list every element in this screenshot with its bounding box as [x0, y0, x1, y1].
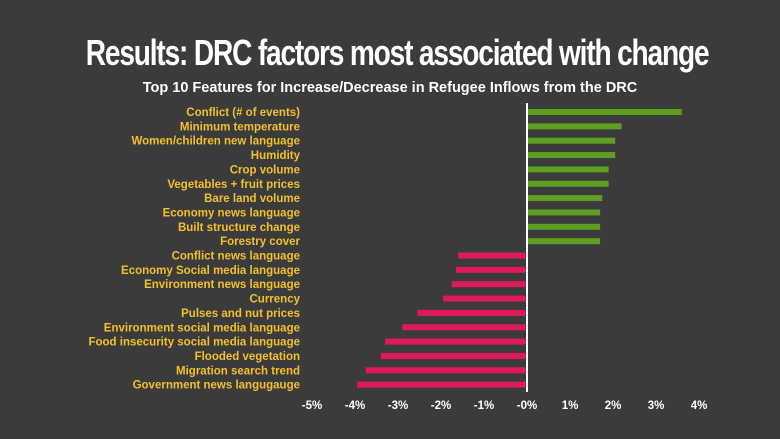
bar-10 [527, 238, 601, 245]
x-tick-label-5: -1% [474, 400, 494, 412]
bar-4 [527, 152, 616, 159]
category-label-5: Crop volume [230, 164, 300, 176]
bar-19 [365, 367, 527, 374]
bar-11 [458, 252, 527, 259]
category-label-18: Flooded vegetation [195, 351, 300, 363]
bar-15 [417, 309, 527, 316]
x-tick-label-8: 2% [605, 400, 622, 412]
x-tick-label-9: 3% [648, 400, 665, 412]
x-tick-label-10: 4% [691, 400, 708, 412]
x-tick-label-1: -5% [302, 400, 322, 412]
category-label-3: Women/children new language [132, 136, 300, 148]
x-tick-labels-group: -5% -4% -3% -2% -1% -0% 1% 2% 3% 4% [302, 400, 708, 412]
bar-20 [357, 381, 527, 388]
x-tick-label-4: -2% [431, 400, 451, 412]
category-label-9: Built structure change [178, 222, 300, 234]
bar-14 [443, 295, 527, 302]
bar-9 [527, 223, 601, 230]
category-label-8: Economy news language [163, 207, 300, 219]
category-label-20: Government news langugauge [133, 380, 300, 392]
category-label-12: Economy Social media language [121, 265, 300, 277]
category-label-1: Conflict (# of events) [186, 107, 300, 119]
bar-18 [380, 352, 527, 359]
category-label-16: Environment social media language [104, 322, 300, 334]
bar-13 [451, 281, 527, 288]
category-label-2: Minimum temperature [180, 121, 300, 133]
bar-8 [527, 209, 601, 216]
category-label-14: Currency [250, 294, 301, 306]
bar-5 [527, 166, 609, 173]
slide-title: Results: DRC factors most associated wit… [85, 32, 710, 73]
category-label-19: Migration search trend [176, 365, 300, 377]
x-tick-label-6: -0% [517, 400, 537, 412]
category-label-15: Pulses and nut prices [181, 308, 300, 320]
category-label-13: Environment news language [144, 279, 300, 291]
category-labels-group: Conflict (# of events) Minimum temperatur… [88, 107, 300, 392]
bar-1 [527, 109, 682, 115]
x-tick-label-3: -3% [388, 400, 408, 412]
chart-title: Top 10 Features for Increase/Decrease in… [142, 80, 638, 96]
category-label-7: Bare land volume [204, 193, 300, 205]
category-label-10: Forestry cover [220, 236, 300, 248]
bars-group [357, 109, 682, 388]
bar-3 [527, 137, 616, 144]
category-label-4: Humidity [251, 150, 301, 162]
category-label-17: Food insecurity social media language [88, 337, 300, 349]
x-tick-label-2: -4% [345, 400, 365, 412]
bar-12 [456, 266, 527, 273]
bar-7 [527, 195, 603, 202]
bar-6 [527, 180, 609, 187]
bar-16 [402, 324, 527, 331]
category-label-11: Conflict news language [172, 251, 300, 263]
x-tick-label-7: 1% [562, 400, 579, 412]
category-label-6: Vegetables + fruit prices [167, 179, 300, 191]
bar-2 [527, 123, 622, 130]
bar-17 [385, 338, 527, 345]
